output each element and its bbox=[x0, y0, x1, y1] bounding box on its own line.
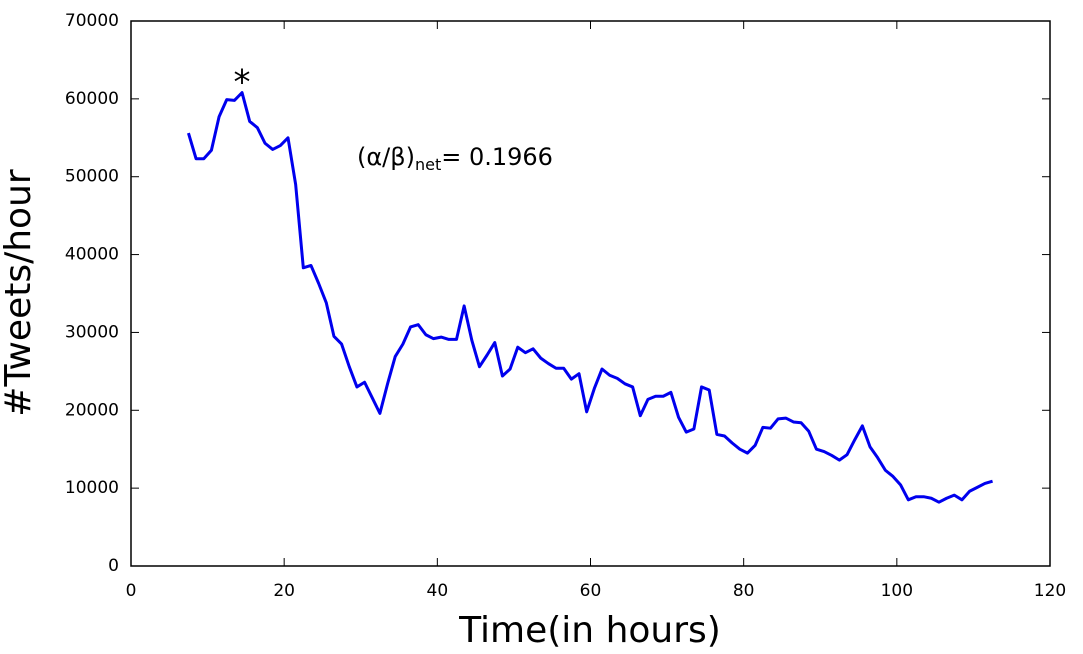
x-axis-label: Time(in hours) bbox=[458, 610, 721, 651]
ratio-subscript: net bbox=[415, 155, 441, 174]
x-tick-label: 0 bbox=[126, 581, 137, 601]
x-tick-label: 20 bbox=[273, 581, 295, 601]
y-tick-label: 10000 bbox=[65, 478, 119, 498]
y-tick-label: 50000 bbox=[65, 167, 119, 187]
ratio-prefix: (α/β) bbox=[357, 143, 415, 171]
y-tick-label: 20000 bbox=[65, 400, 119, 420]
data-line bbox=[187, 91, 994, 504]
peak-marker: * bbox=[234, 63, 251, 103]
y-tick-label: 0 bbox=[108, 556, 119, 576]
y-tick-label: 40000 bbox=[65, 245, 119, 265]
x-tick-label: 60 bbox=[580, 581, 602, 601]
y-axis-label: #Tweets/hour bbox=[0, 169, 39, 417]
y-tick-label: 30000 bbox=[65, 322, 119, 342]
x-tick-label: 80 bbox=[733, 581, 755, 601]
x-tick-label: 120 bbox=[1034, 581, 1066, 601]
ratio-annotation: (α/β)net= 0.1966 bbox=[357, 143, 553, 174]
ratio-value: = 0.1966 bbox=[441, 143, 553, 171]
y-tick-label: 60000 bbox=[65, 89, 119, 109]
x-tick-label: 100 bbox=[881, 581, 913, 601]
y-tick-label: 70000 bbox=[65, 11, 119, 31]
plot-frame bbox=[130, 20, 1051, 567]
x-tick-label: 40 bbox=[427, 581, 449, 601]
